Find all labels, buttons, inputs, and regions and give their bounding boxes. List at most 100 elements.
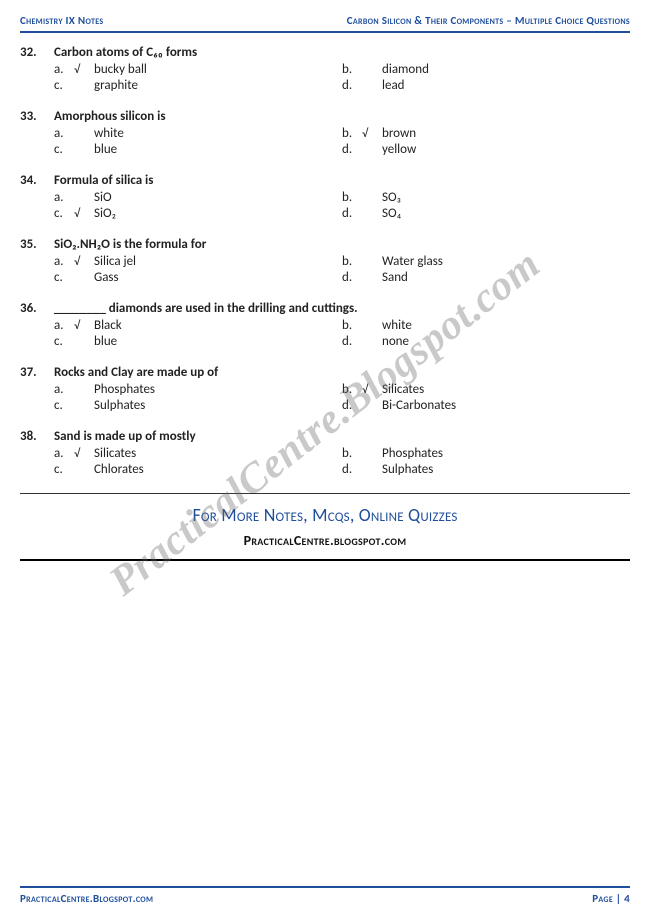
option-text: blue (94, 142, 117, 157)
option: a.√Silica jel (54, 254, 342, 269)
question: 32.Carbon atoms of C₆₀ forms a.√bucky bal… (20, 45, 630, 93)
option: b.√brown (342, 126, 630, 141)
option-text: bucky ball (94, 62, 147, 77)
option-letter: d. (342, 142, 362, 157)
option-letter: a. (54, 62, 74, 77)
option-text: Sulphates (382, 462, 433, 477)
check-icon: √ (74, 319, 94, 333)
option-text: diamond (382, 62, 429, 77)
option-text: Phosphates (94, 382, 155, 397)
option-text: brown (382, 126, 416, 141)
option-letter: c. (54, 78, 74, 93)
question: 36.________ diamonds are used in the dri… (20, 301, 630, 349)
question-text: SiO₂.NH₂O is the formula for (54, 237, 206, 252)
option: a.√Silicates (54, 446, 342, 461)
option-text: yellow (382, 142, 416, 157)
option: c. Gass (54, 270, 342, 285)
option-letter: c. (54, 398, 74, 413)
option: c.√SiO₂ (54, 206, 342, 221)
option-text: Silicates (382, 382, 424, 397)
option-text: SO₄ (382, 206, 401, 221)
check-icon: √ (74, 255, 94, 269)
option: b.SO₃ (342, 190, 630, 205)
option: a.√Black (54, 318, 342, 333)
option-letter: a. (54, 318, 74, 333)
option: a. white (54, 126, 342, 141)
option-letter: b. (342, 254, 362, 269)
check-icon: √ (74, 207, 94, 221)
option-letter: c. (54, 334, 74, 349)
check-icon: √ (362, 383, 382, 397)
divider-thin (20, 493, 630, 494)
options: a.√Silica jelb.Water glass c. Gass d. Sand (54, 254, 630, 285)
option-text: Gass (94, 270, 119, 285)
question-number: 33. (20, 109, 54, 124)
question: 33.Amorphous silicon isa.whiteb.√brownc.… (20, 109, 630, 157)
option-letter: d. (342, 334, 362, 349)
option-letter: c. (54, 270, 74, 285)
option-text: Sulphates (94, 398, 145, 413)
option: b.Phosphates (342, 446, 630, 461)
option: b.Water glass (342, 254, 630, 269)
option-letter: c. (54, 142, 74, 157)
option-text: SiO (94, 190, 112, 205)
question-number: 36. (20, 301, 54, 316)
question-list: 32.Carbon atoms of C₆₀ formsa.√bucky bal… (20, 45, 630, 477)
header-left: Chemistry IX Notes (20, 14, 103, 27)
option: c. Sulphates (54, 398, 342, 413)
option: a.SiO (54, 190, 342, 205)
question-text: Rocks and Clay are made up of (54, 365, 218, 380)
option-letter: b. (342, 62, 362, 77)
option: b. white (342, 318, 630, 333)
question: 37.Rocks and Clay are made up of a. Phosph… (20, 365, 630, 413)
question: 38.Sand is made up of mostlya.√Silicates… (20, 429, 630, 477)
check-icon: √ (362, 127, 382, 141)
question-text: ________ diamonds are used in the drilli… (54, 301, 358, 316)
question-number: 37. (20, 365, 54, 380)
question: 34.Formula of silica isa.SiOb.SO₃c.√SiO₂… (20, 173, 630, 221)
option: c.graphite (54, 78, 342, 93)
option-text: Silicates (94, 446, 136, 461)
question-number: 34. (20, 173, 54, 188)
option-letter: b. (342, 382, 362, 397)
option-text: Sand (382, 270, 408, 285)
more-notes-text: For More Notes, Mcqs, Online Quizzes (20, 504, 630, 526)
option: a.√bucky ball (54, 62, 342, 77)
option-text: Phosphates (382, 446, 443, 461)
option-text: white (94, 126, 124, 141)
options: a.√Blackb. white c. blue d. none (54, 318, 630, 349)
option-letter: a. (54, 382, 74, 397)
option-letter: d. (342, 78, 362, 93)
option: d.Sulphates (342, 462, 630, 477)
site-url[interactable]: PracticalCentre.blogspot.com (20, 532, 630, 549)
option-letter: a. (54, 254, 74, 269)
header-bar: Chemistry IX Notes Carbon Silicon & Thei… (20, 14, 630, 33)
question-number: 35. (20, 237, 54, 252)
option-letter: a. (54, 126, 74, 141)
question-text: Amorphous silicon is (54, 109, 166, 124)
footer-left[interactable]: PracticalCentre.Blogspot.com (20, 892, 153, 905)
option: b.√Silicates (342, 382, 630, 397)
question-text: Formula of silica is (54, 173, 153, 188)
options: a.√Silicatesb.Phosphatesc.Chloratesd.Sul… (54, 446, 630, 477)
option-text: white (382, 318, 412, 333)
check-icon: √ (74, 447, 94, 461)
option-text: Bi-Carbonates (382, 398, 456, 413)
footer-bar: PracticalCentre.Blogspot.com Page | 4 (20, 886, 630, 905)
option: d. none (342, 334, 630, 349)
question: 35.SiO₂.NH₂O is the formula for a.√Silica… (20, 237, 630, 285)
option-letter: a. (54, 446, 74, 461)
question-text: Sand is made up of mostly (54, 429, 196, 444)
option-text: none (382, 334, 409, 349)
option-letter: c. (54, 206, 74, 221)
header-right: Carbon Silicon & Their Components – Mult… (347, 14, 630, 27)
option-letter: b. (342, 126, 362, 141)
page: Chemistry IX Notes Carbon Silicon & Thei… (0, 0, 650, 919)
option: c. blue (54, 142, 342, 157)
question-number: 32. (20, 45, 54, 60)
option-letter: d. (342, 270, 362, 285)
option-text: blue (94, 334, 117, 349)
option-text: SiO₂ (94, 206, 116, 221)
question-text: Carbon atoms of C₆₀ forms (54, 45, 197, 60)
option-letter: b. (342, 318, 362, 333)
